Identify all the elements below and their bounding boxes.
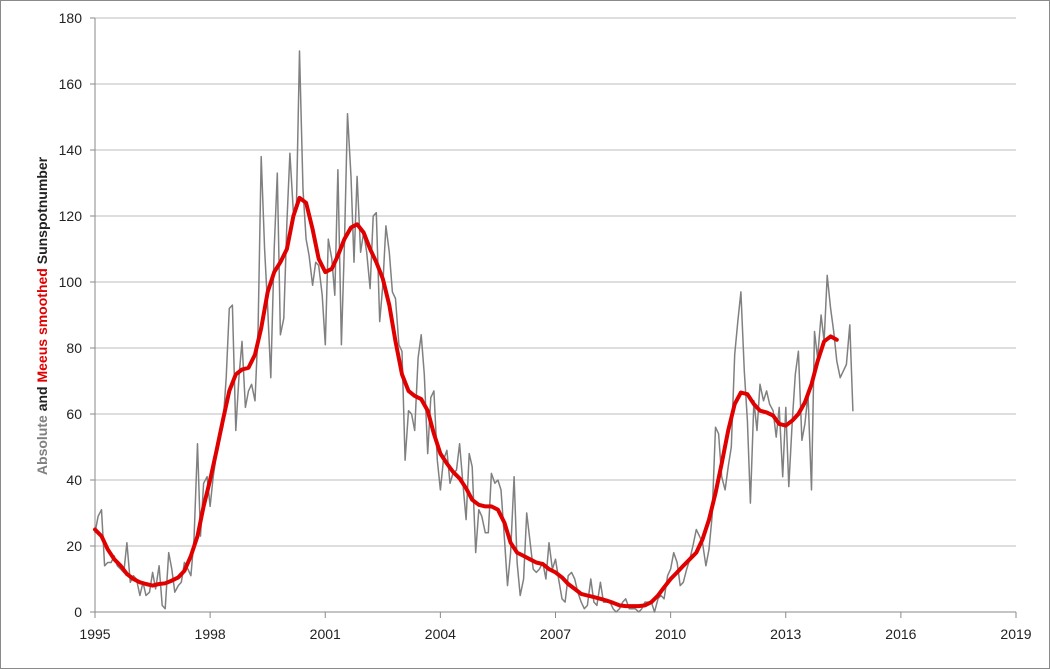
- y-axis-label: Absolute and Meeus smoothed Sunspotnumbe…: [34, 156, 50, 475]
- x-tick-label: 2013: [770, 626, 801, 642]
- x-axis-tick-labels: 1995 1998 2001 2004 2007 2010 2013 2016 2019: [79, 626, 1031, 642]
- series-lines: [93, 50, 854, 613]
- x-tick-label: 2010: [655, 626, 686, 642]
- y-axis-label-part: Meeus smoothed: [34, 268, 50, 382]
- x-tick-label: 2016: [885, 626, 916, 642]
- y-tick-label: 140: [59, 142, 83, 158]
- y-axis-label-part: and: [34, 383, 50, 416]
- series-line-smoothed: [93, 195, 839, 609]
- x-tick-label: 2004: [425, 626, 456, 642]
- y-tick-label: 80: [66, 340, 82, 356]
- y-tick-label: 100: [59, 274, 83, 290]
- x-tick-label: 1998: [195, 626, 226, 642]
- y-tick-label: 40: [66, 472, 82, 488]
- y-tick-label: 180: [59, 10, 83, 26]
- y-axis-label-part: Sunspotnumber: [34, 156, 50, 268]
- gridlines: [95, 17, 1016, 547]
- series-line-absolute: [94, 50, 854, 613]
- x-tick-label: 1995: [79, 626, 110, 642]
- y-axis-label-part: Absolute: [34, 415, 50, 475]
- y-tick-label: 0: [74, 604, 82, 620]
- x-tick-label: 2001: [310, 626, 341, 642]
- y-tick-label: 160: [59, 76, 83, 92]
- y-axis-tick-labels: 0 20 40 60 80 100 120 140 160 180: [59, 10, 83, 620]
- y-tick-label: 120: [59, 208, 83, 224]
- x-tick-label: 2019: [1000, 626, 1031, 642]
- y-tick-label: 20: [66, 538, 82, 554]
- x-axis: [90, 17, 1017, 618]
- x-tick-label: 2007: [540, 626, 571, 642]
- y-tick-label: 60: [66, 406, 82, 422]
